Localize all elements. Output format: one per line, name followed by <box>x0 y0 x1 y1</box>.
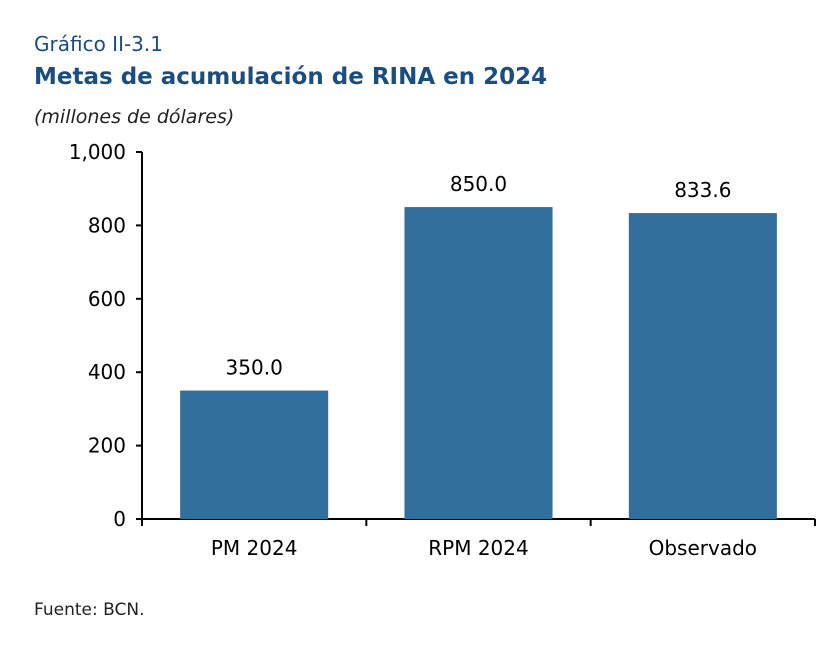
y-tick-label: 200 <box>88 434 126 458</box>
chart-kicker: Gráfico II-3.1 <box>34 32 163 56</box>
bar <box>628 213 777 520</box>
data-label: 350.0 <box>226 356 283 380</box>
bar-chart: 0 200 400 600 800 1,000 350.0 PM 2024 850.0 RPM 2… <box>69 140 816 560</box>
x-tick-label: Observado <box>649 536 757 560</box>
y-tick-label: 1,000 <box>69 140 126 164</box>
data-label: 833.6 <box>674 178 731 202</box>
y-tick-label: 600 <box>88 287 126 311</box>
data-label: 850.0 <box>450 172 507 196</box>
x-tick-label: RPM 2024 <box>428 536 528 560</box>
y-tick-label: 0 <box>113 507 126 531</box>
source-note: Fuente: BCN. <box>34 600 145 620</box>
chart-subtitle: (millones de dólares) <box>34 106 235 128</box>
bar <box>180 390 329 519</box>
y-tick-label: 400 <box>88 360 126 384</box>
chart-title: Metas de acumulación de RINA en 2024 <box>34 64 548 90</box>
x-tick-label: PM 2024 <box>211 536 298 560</box>
y-tick-label: 800 <box>88 213 126 237</box>
bar <box>404 207 553 520</box>
